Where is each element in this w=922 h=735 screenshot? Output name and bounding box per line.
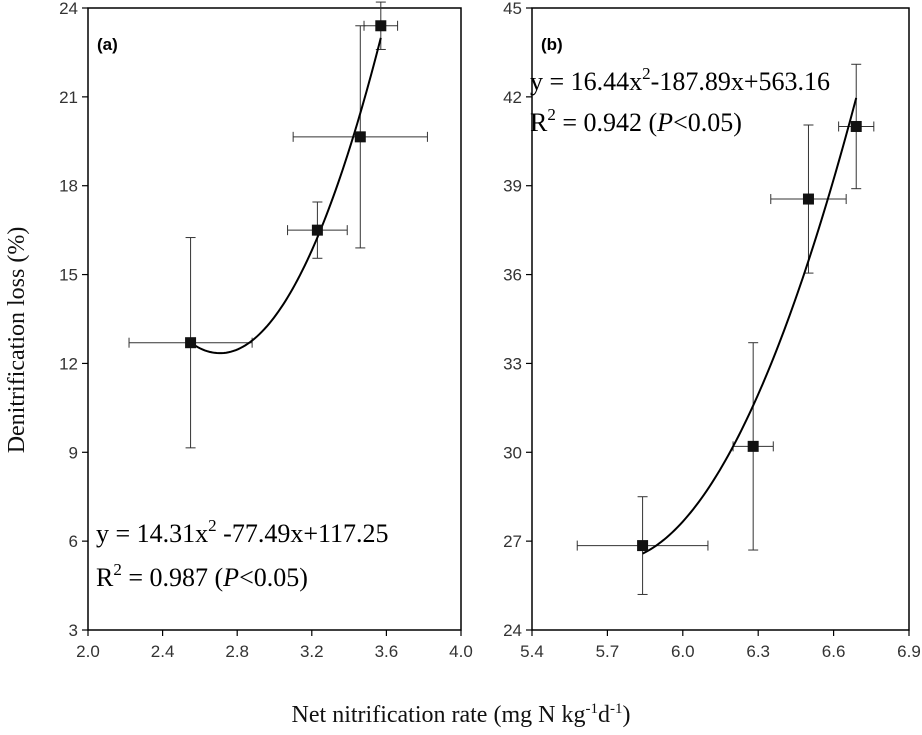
panel-a-ytick-label: 15 [59,266,78,285]
x-axis-title-sup1: -1 [585,701,598,717]
y-axis-title: Denitrification loss (%) [4,227,30,454]
panel-a-xtick-label: 2.8 [225,642,249,661]
panel-a-tag: (a) [97,35,118,54]
panel-a-ytick-label: 6 [69,532,78,551]
panel-a-data-point [185,337,197,349]
panel-b-data-point [747,440,759,452]
panel-a-data-point [311,224,323,236]
panel-b-data-point [637,540,649,552]
panel-b-ytick-label: 24 [503,621,522,640]
panel-a-r2: R2 = 0.987 (P<0.05) [96,560,308,592]
panel-b-data-point [802,193,814,205]
panel-b-markers [637,120,862,552]
panel-b-ytick-label: 36 [503,266,522,285]
panel-b-ytick-label: 45 [503,0,522,18]
panel-b-eq-main: y = 16.44x [530,67,642,96]
panel-b-xtick-label: 5.4 [520,642,544,661]
panel-b-ytick-label: 39 [503,177,522,196]
panel-b-eq-sup: 2 [642,64,651,83]
panel-b-fit-curve [642,97,858,555]
panel-a-ytick-label: 9 [69,443,78,462]
panel-b-tag: (b) [541,35,563,54]
panel-a-r2-p: P [222,563,239,592]
panel-a-xtick-label: 3.6 [375,642,399,661]
panel-b-ytick-label: 27 [503,532,522,551]
panel-b-r2-p: P [656,108,673,137]
panel-a-ytick-label: 12 [59,354,78,373]
panel-b-eq-rest: -187.89x+563.16 [651,67,830,96]
panel-a-eq-sup: 2 [208,516,217,535]
panel-b-r2-mid: = 0.942 ( [556,108,657,137]
panel-a-ytick-label: 24 [59,0,78,18]
panel-a-data-point [354,131,366,143]
panel-b-xtick-label: 6.0 [671,642,695,661]
panel-b-equation: y = 16.44x2-187.89x+563.16 [530,64,830,96]
panel-b-frame [531,7,910,631]
panel-a-markers [185,20,387,349]
panel-b-xtick-label: 6.3 [746,642,770,661]
x-axis-title: Net nitrification rate (mg N kg-1d-1) [292,701,631,728]
panel-a-xtick-label: 4.0 [449,642,473,661]
panel-a-ticks: 2.0 2.4 2.8 3.2 3.6 4.0 3 6 9 12 15 18 21 24 [59,0,473,661]
panel-a-r2-end: <0.05) [239,563,308,592]
panel-a-xtick-label: 2.0 [76,642,100,661]
panel-b-xtick-label: 5.7 [596,642,620,661]
x-axis-title-end: ) [622,702,630,728]
panel-a-errorbars [128,1,428,449]
panel-a-ytick-label: 3 [69,621,78,640]
panel-b-ytick-label: 33 [503,354,522,373]
panel-a: 2.0 2.4 2.8 3.2 3.6 4.0 3 6 9 12 15 18 21 24 (a) y = … [59,0,473,661]
panel-a-equation: y = 14.31x2 -77.49x+117.25 [96,516,389,548]
panel-a-xtick-label: 3.2 [300,642,324,661]
panel-b-r2-sup: 2 [547,105,556,124]
x-axis-title-base: Net nitrification rate (mg N kg [292,702,586,728]
panel-b: 5.4 5.7 6.0 6.3 6.6 6.9 24 27 30 33 36 39 42 45 (b) y… [503,0,921,661]
panel-b-ytick-label: 30 [503,443,522,462]
panel-a-frame [87,7,462,631]
panel-b-r2-prefix: R [530,108,548,137]
panel-b-r2: R2 = 0.942 (P<0.05) [530,105,742,137]
x-axis-title-mid: d [598,702,610,728]
panel-a-fit-curve [190,37,382,355]
panel-a-ytick-label: 18 [59,177,78,196]
panel-b-ticks: 5.4 5.7 6.0 6.3 6.6 6.9 24 27 30 33 36 39 42 45 [503,0,921,661]
panel-b-data-point [850,120,862,132]
panel-b-xtick-label: 6.6 [822,642,846,661]
panel-a-r2-sup: 2 [113,560,122,579]
panel-a-data-point [375,20,387,32]
x-axis-title-sup2: -1 [610,701,623,717]
panel-b-ytick-label: 42 [503,88,522,107]
panel-b-errorbars [576,63,875,595]
panel-b-r2-end: <0.05) [673,108,742,137]
panel-a-ytick-label: 21 [59,88,78,107]
panel-a-eq-rest: -77.49x+117.25 [217,519,389,548]
panel-a-r2-mid: = 0.987 ( [122,563,223,592]
panel-a-eq-main: y = 14.31x [96,519,208,548]
panel-b-xtick-label: 6.9 [897,642,921,661]
panel-a-xtick-label: 2.4 [151,642,175,661]
panel-a-r2-prefix: R [96,563,114,592]
